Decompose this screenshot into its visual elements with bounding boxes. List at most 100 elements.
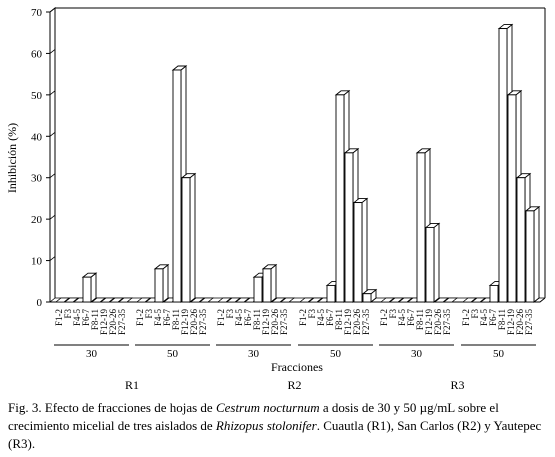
- x-tick-label: F4-5: [153, 309, 163, 327]
- x-tick-label: F4-5: [316, 309, 326, 327]
- x-tick-label: F12-19: [343, 309, 353, 336]
- dose-label: 30: [411, 348, 423, 360]
- figure-caption: Fig. 3. Efecto de fracciones de hojas de…: [8, 399, 550, 453]
- bar-side: [433, 222, 440, 303]
- plot-frame: [49, 6, 546, 303]
- x-tick-label: F1-2: [135, 309, 145, 326]
- strain-label: R3: [450, 378, 464, 392]
- caption-species-2: Rhizopus stolonifer: [215, 418, 317, 433]
- y-tick-diagonal: [49, 256, 56, 261]
- x-tick-label: F12-19: [261, 309, 271, 336]
- bar: [279, 297, 296, 303]
- bars-layer: [54, 23, 541, 303]
- bar: [261, 263, 278, 303]
- y-tick-label: 50: [31, 90, 43, 102]
- bar-front: [344, 152, 354, 303]
- y-tick-diagonal: [49, 297, 56, 303]
- bar: [234, 297, 251, 303]
- bar-base: [279, 297, 296, 303]
- bar-side: [533, 205, 540, 303]
- bar: [198, 297, 215, 303]
- bar: [117, 297, 134, 303]
- bar-base: [117, 297, 134, 303]
- x-tick-label: F27-35: [442, 309, 452, 336]
- bar: [189, 297, 206, 303]
- bar-base: [225, 297, 242, 303]
- bar-front: [516, 177, 526, 303]
- bar: [379, 297, 396, 303]
- bar-base: [234, 297, 251, 303]
- bar-base: [198, 297, 215, 303]
- bar: [298, 297, 315, 303]
- caption-middle: a dosis de 30 y 50 µg/mL sobre el crecim…: [8, 400, 499, 433]
- bar-base: [442, 297, 459, 303]
- x-tick-label: F20-26: [270, 309, 280, 336]
- x-tick-label: F12-19: [506, 309, 516, 336]
- x-tick-label: F3: [225, 309, 235, 319]
- y-tick-label: 10: [31, 256, 43, 268]
- caption-species-1: Cestrum nocturnum: [215, 400, 320, 415]
- y-tick-label: 30: [31, 173, 43, 185]
- y-tick-diagonal: [49, 214, 56, 220]
- bar: [424, 222, 441, 303]
- bar: [352, 197, 369, 303]
- dose-label: 30: [248, 348, 260, 360]
- y-tick-diagonal: [49, 7, 56, 13]
- y-tick-label: 20: [31, 214, 43, 226]
- x-tick-label: F3: [388, 309, 398, 319]
- x-tick-label: F27-35: [361, 309, 371, 336]
- x-tick-label: F6-7: [325, 309, 335, 327]
- bar: [108, 297, 125, 303]
- x-tick-label: F12-19: [180, 309, 190, 336]
- x-tick-label: F6-7: [162, 309, 172, 327]
- strain-label: R2: [287, 378, 301, 392]
- bar: [270, 297, 287, 303]
- x-tick-label: F1-2: [461, 309, 471, 326]
- bar-front: [326, 284, 336, 303]
- bar-front: [425, 226, 435, 303]
- bar-front: [416, 152, 426, 303]
- bar-front: [262, 268, 272, 303]
- x-axis: F1-2 F3 F4-5 F6-7 F8-11 F12-19 F20-26 F27-3530F…: [54, 309, 536, 392]
- bar: [81, 272, 98, 303]
- y-tick-diagonal: [49, 49, 56, 54]
- bar-base: [379, 297, 396, 303]
- bar: [225, 297, 242, 303]
- x-tick-label: F3: [307, 309, 317, 319]
- bar: [216, 297, 233, 303]
- bar-base: [63, 297, 80, 303]
- y-tick-label: 60: [31, 48, 43, 60]
- dose-label: 50: [493, 348, 505, 360]
- x-tick-label: F12-19: [424, 309, 434, 336]
- bar-front: [498, 28, 508, 303]
- x-tick-label: F3: [63, 309, 73, 319]
- bar: [361, 288, 378, 303]
- x-tick-label: F1-2: [216, 309, 226, 326]
- y-tick-diagonal: [49, 173, 56, 179]
- dose-label: 50: [330, 348, 342, 360]
- bar-base: [189, 297, 206, 303]
- x-tick-label: F6-7: [81, 309, 91, 327]
- bar: [388, 297, 405, 303]
- x-tick-label: F1-2: [54, 309, 64, 326]
- bar-base: [99, 297, 116, 303]
- bar-front: [253, 276, 263, 303]
- x-tick-label: F27-35: [117, 309, 127, 336]
- x-tick-label: F6-7: [406, 309, 416, 327]
- bar: [397, 297, 414, 303]
- dose-label: 30: [86, 348, 98, 360]
- x-tick-label: F27-35: [198, 309, 208, 336]
- x-tick-label: F27-35: [279, 309, 289, 336]
- x-tick-label: F8-11: [252, 309, 262, 330]
- caption-prefix: Fig. 3. Efecto de fracciones de hojas de: [8, 400, 216, 415]
- bar: [135, 297, 152, 303]
- bar-base: [90, 297, 107, 303]
- bar: [180, 172, 197, 303]
- bar: [63, 297, 80, 303]
- bar-front: [335, 94, 345, 303]
- x-tick-label: F6-7: [488, 309, 498, 327]
- y-tick-diagonal: [49, 90, 56, 96]
- x-tick-label: F8-11: [415, 309, 425, 330]
- bar-base: [307, 297, 324, 303]
- x-tick-label: F8-11: [334, 309, 344, 330]
